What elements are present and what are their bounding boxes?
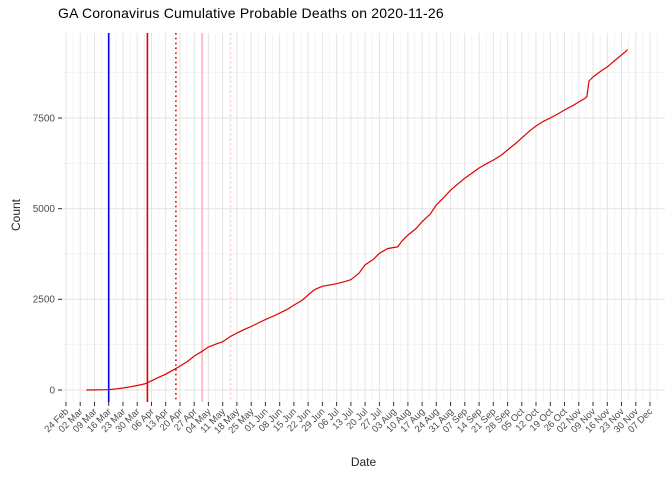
chart-title: GA Coronavirus Cumulative Probable Death… (58, 5, 444, 21)
x-axis-title: Date (350, 455, 377, 469)
data-line (86, 49, 629, 391)
y-tick-label: 2500 (33, 295, 56, 306)
y-tick-label: 5000 (33, 204, 56, 215)
y-tick-label: 7500 (33, 113, 56, 124)
y-tick-label: 0 (49, 385, 55, 396)
y-axis-title: Count (9, 198, 23, 232)
